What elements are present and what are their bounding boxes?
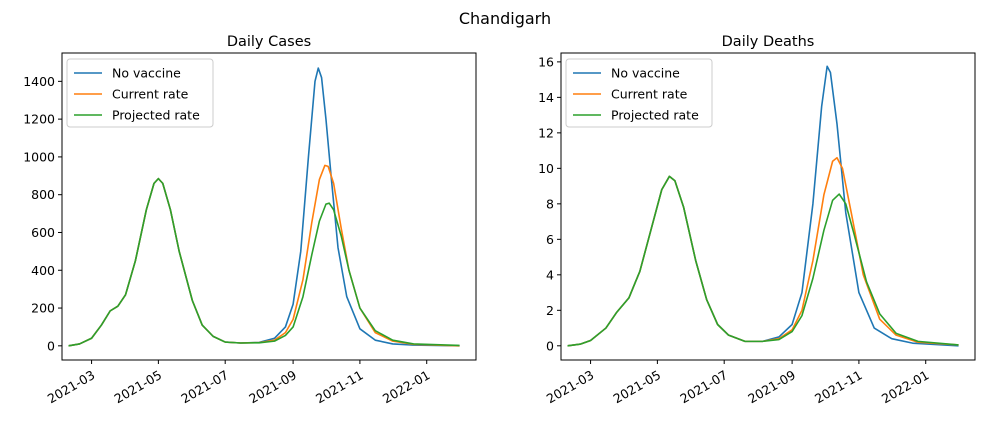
chart-panel-2: Daily Deaths 0 2 4 6 8 10 12 14 16 2021-03 2021-05 2…: [538, 34, 976, 406]
y-tick-label: 1400: [23, 74, 55, 89]
y-tick-label: 1200: [23, 112, 55, 127]
legend: No vaccine Current rate Projected rate: [66, 58, 214, 128]
legend-label: Projected rate: [112, 108, 200, 123]
x-tick-label: 2021-03: [45, 367, 98, 406]
y-tick-label: 0: [47, 338, 55, 353]
y-tick-label: 600: [31, 225, 55, 240]
series-line-current-rate: [567, 156, 959, 347]
x-tick-label: 2021-11: [812, 367, 865, 406]
x-tick-label: 2021-09: [745, 367, 798, 406]
y-tick-label: 2: [546, 303, 554, 318]
series-line-current-rate: [68, 164, 460, 347]
legend-label: Projected rate: [611, 108, 699, 123]
series-line-projected-rate: [567, 175, 959, 347]
x-tick-label: 2021-07: [178, 367, 231, 406]
y-tick-label: 16: [538, 54, 554, 69]
y-tick-label: 1000: [23, 149, 55, 164]
axes-frame: [61, 52, 477, 361]
chart-title: Daily Cases: [227, 34, 311, 50]
x-tick-label: 2021-11: [313, 367, 366, 406]
legend-label: Current rate: [112, 87, 189, 102]
y-tick-label: 400: [31, 263, 55, 278]
legend-label: No vaccine: [112, 66, 181, 81]
legend-label: No vaccine: [611, 66, 680, 81]
y-tick-label: 4: [546, 267, 554, 282]
y-tick-label: 6: [546, 232, 554, 247]
y-tick-label: 14: [538, 90, 554, 105]
series-line-projected-rate: [68, 177, 460, 347]
legend: No vaccine Current rate Projected rate: [565, 58, 713, 128]
y-tick-label: 200: [31, 301, 55, 316]
x-tick-label: 2021-09: [246, 367, 299, 406]
chart-title: Daily Deaths: [722, 34, 815, 50]
figure-suptitle: Chandigarh: [459, 9, 551, 28]
y-tick-label: 12: [538, 125, 554, 140]
legend-box: [66, 58, 214, 128]
legend-label: Current rate: [611, 87, 688, 102]
x-tick-label: 2021-05: [112, 367, 165, 406]
series-lines: [567, 65, 959, 347]
series-lines: [68, 67, 460, 347]
y-tick-label: 800: [31, 187, 55, 202]
y-tick-label: 0: [546, 338, 554, 353]
axes-frame: [560, 52, 976, 361]
chart-panel-1: Daily Cases 0 200 400 600 800 1000 1200 1400 2021…: [23, 34, 477, 406]
y-tick-label: 8: [546, 196, 554, 211]
legend-box: [565, 58, 713, 128]
x-tick-label: 2021-05: [611, 367, 664, 406]
x-tick-label: 2021-07: [677, 367, 730, 406]
x-tick-label: 2021-03: [544, 367, 597, 406]
x-tick-label: 2022-01: [380, 367, 433, 406]
y-tick-label: 10: [538, 161, 554, 176]
x-tick-label: 2022-01: [879, 367, 932, 406]
